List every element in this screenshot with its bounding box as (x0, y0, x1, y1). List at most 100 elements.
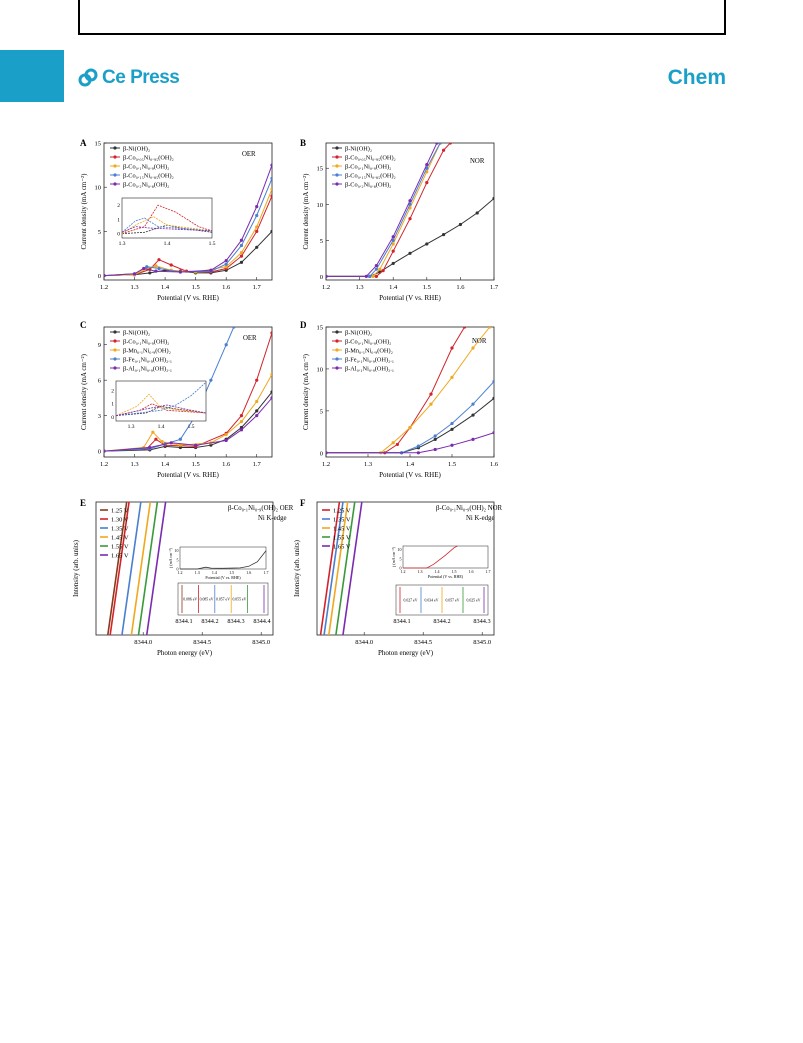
series-line (109, 502, 130, 635)
edge-shift-label: 0.025 eV (467, 599, 481, 603)
data-point (433, 437, 437, 441)
inset-series-line (115, 404, 207, 417)
data-point (209, 268, 213, 272)
series-line (107, 502, 128, 635)
data-point (408, 426, 412, 430)
x-tick-label: 1.3 (356, 284, 364, 291)
series-line (342, 502, 363, 635)
inset-x-tick-label: 1.3 (418, 569, 423, 574)
data-point (270, 396, 272, 400)
x-tick-label: 8345.0 (473, 639, 491, 646)
inset-x-tick-label: 1.7 (486, 569, 491, 574)
inset-x-tick-label: 8344.3 (473, 618, 490, 625)
y-tick-label: 0 (98, 273, 101, 280)
inset-y-tick-label: 2 (117, 203, 120, 209)
legend-marker (335, 155, 339, 159)
series-group (326, 143, 494, 278)
panel-annotation: OER (243, 335, 257, 342)
data-point (492, 196, 494, 201)
data-point (239, 425, 244, 430)
y-tick-label: 3 (98, 413, 101, 420)
data-point (154, 269, 158, 273)
data-point (438, 143, 442, 145)
legend-entry: β-Mn₀.₁Ni₀.₉(OH)₂ (345, 348, 393, 355)
data-point (255, 205, 259, 209)
data-point (450, 346, 454, 350)
series-group (319, 502, 363, 635)
legend-marker (113, 348, 117, 352)
inset-x-tick-label: 8344.2 (433, 618, 450, 625)
y-tick-label: 6 (98, 378, 102, 385)
inset-x-tick-label: 1.4 (158, 424, 165, 430)
inset-series-line (121, 217, 213, 233)
data-point (169, 441, 173, 445)
data-point (488, 327, 492, 329)
legend-marker (335, 330, 339, 334)
data-point (391, 261, 395, 266)
data-point (378, 267, 382, 271)
x-tick-label: 1.4 (406, 461, 415, 468)
data-point (374, 274, 378, 278)
inset-x-tick-label: 1.4 (212, 570, 217, 575)
inset-x-tick-label: 1.2 (401, 569, 406, 574)
series-line (326, 432, 494, 454)
series-line (326, 327, 491, 454)
x-tick-label: 1.5 (423, 284, 431, 291)
series-line (104, 188, 272, 277)
y-tick-label: 0 (320, 274, 323, 281)
legend-marker (335, 348, 339, 352)
publisher-name: Ce Press (102, 67, 180, 88)
x-tick-label: 1.3 (364, 461, 372, 468)
data-point (104, 449, 106, 453)
data-point (270, 390, 272, 394)
legend-entry: 1.45 V (333, 526, 351, 533)
data-point (471, 346, 475, 350)
data-point (391, 242, 395, 246)
y-tick-label: 0 (320, 450, 323, 457)
series-group (326, 327, 494, 455)
legend-marker (335, 366, 339, 370)
x-tick-label: 8344.0 (355, 639, 373, 646)
data-point (270, 229, 272, 233)
data-point (458, 222, 462, 227)
y-tick-label: 0 (98, 449, 101, 456)
data-point (416, 444, 420, 448)
data-point (145, 265, 149, 269)
inset-frame (115, 380, 207, 422)
inset-series-line (115, 382, 207, 417)
y-tick-label: 9 (98, 342, 101, 349)
data-point (160, 440, 164, 444)
data-point (442, 232, 446, 237)
x-tick-label: 8344.5 (414, 639, 432, 646)
inset-edge-shift: 0.086 eV 0.085 eV 0.057 eV 0.055 eV 8344.1 83… (175, 582, 272, 625)
data-point (255, 213, 259, 218)
panel-label: D (300, 320, 307, 330)
legend-entry: 1.25 V (111, 508, 129, 515)
plot-frame (316, 501, 495, 636)
inset-x-tick-label: 1.6 (469, 569, 474, 574)
edge-shift-label: 0.086 eV (183, 598, 197, 602)
data-point (433, 447, 437, 452)
data-point (270, 372, 272, 376)
x-tick-label: 1.5 (192, 461, 200, 468)
series-line (137, 502, 159, 635)
data-point (255, 378, 259, 382)
data-point (425, 163, 429, 167)
chart-panel-b: B 1.2 1.3 1.4 1.5 1.6 1.7 0 5 10 15 Potential (V vs… (300, 138, 499, 302)
legend-entry: β-Ni(OH)₂ (123, 146, 150, 153)
edge-shift-label: 0.057 eV (216, 598, 230, 602)
legend-marker (335, 339, 339, 343)
legend-marker (335, 164, 339, 168)
data-point (232, 327, 236, 329)
inset-chart: 1.3 1.4 1.5 0 1 2 (117, 197, 216, 247)
data-point (471, 402, 475, 406)
legend-entry: β-Ni(OH)₂ (345, 146, 372, 153)
inset-series-line (403, 545, 458, 569)
data-point (381, 269, 385, 273)
x-tick-label: 1.6 (490, 461, 499, 468)
inset-series-line (121, 216, 213, 235)
x-tick-label: 1.5 (192, 284, 200, 291)
data-point (475, 211, 479, 215)
y-tick-label: 10 (317, 366, 324, 373)
